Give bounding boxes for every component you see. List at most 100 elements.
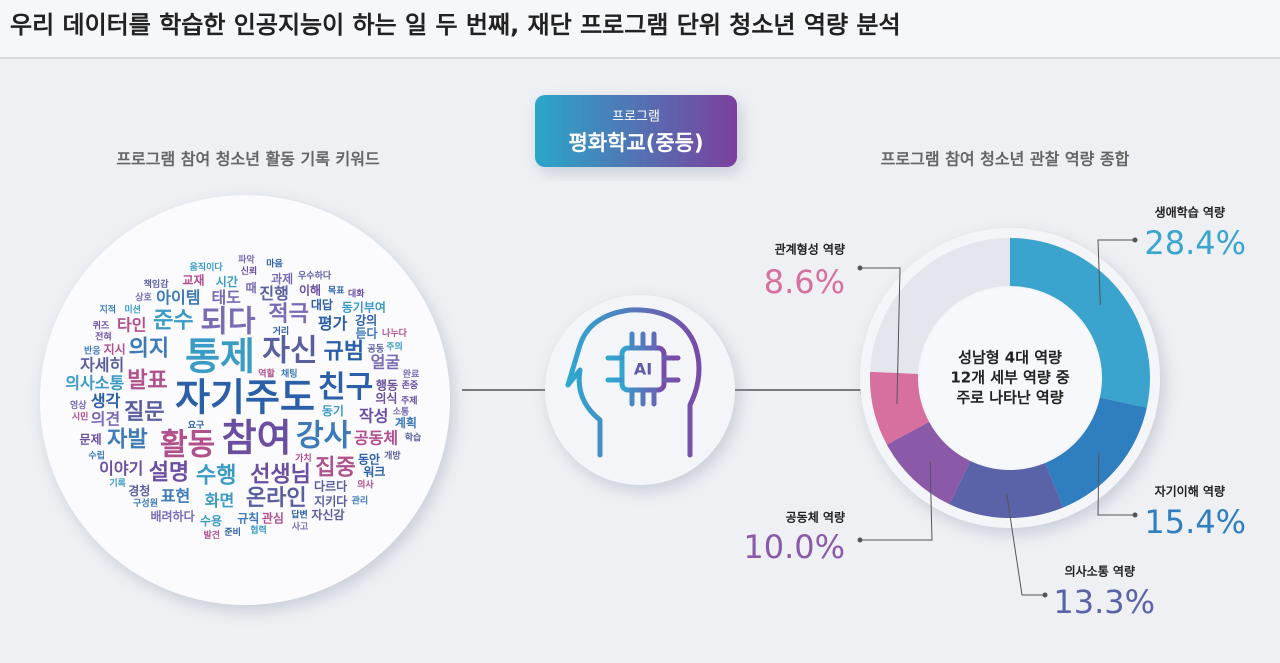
keyword: 기록 [109,477,126,489]
keyword: 지적 [100,303,117,315]
keyword: 수립 [88,449,105,461]
leader-dot [1042,592,1048,598]
center-text: 12개 세부 역량 중 [950,369,1070,387]
keyword: 되다 [200,304,256,339]
keyword: 의사 [357,478,374,490]
keyword: 나누다 [382,327,408,339]
keyword: 의견 [91,409,120,428]
keyword: 소통 [393,406,410,417]
cloud-circle [40,195,450,605]
keyword: 전혀 [95,330,112,342]
keyword: 경청 [128,483,150,498]
keyword: 얼굴 [371,353,401,372]
keyword: 존중 [402,380,419,391]
keyword: 워크 [363,465,385,479]
keyword: 생각 [91,392,121,411]
keyword: 의지 [129,336,169,361]
keyword: 대화 [348,288,365,300]
leader-dot [857,537,863,543]
keyword: 평가 [318,314,348,333]
cloud-title: 프로그램 참여 청소년 활동 기록 키워드 [116,150,380,169]
category-label: 의사소통 역량 [1065,564,1135,579]
keyword: 퀴즈 [93,319,110,331]
keyword: 작성 [359,406,388,425]
keyword: 지키다 [314,494,347,509]
keyword: 참여 [222,416,292,460]
donut-segment [886,421,971,505]
value-label: 13.3% [1053,583,1155,621]
keyword: 주의 [386,340,403,352]
keyword: 발표 [127,369,167,394]
keyword: 구성원 [133,497,158,509]
keyword: 거리 [273,325,290,337]
keyword: 적극 [268,302,308,327]
keyword: 수용 [200,513,222,528]
leader-line [860,462,933,541]
keyword: 집중 [315,455,355,480]
keyword: 채팅 [281,368,298,380]
keyword: 계획 [395,415,417,430]
ai-head-icon [565,307,702,458]
keyword: 교재 [182,273,204,287]
keyword: 통제 [185,334,255,378]
keyword: 수행 [196,463,236,488]
center-text: 주로 나타난 역량 [956,389,1063,407]
keyword: 영상 [70,399,87,411]
keyword: 동기 [322,403,344,418]
keyword: 이해 [299,283,321,298]
keyword: 온라인 [246,486,307,511]
keyword: 우수하다 [298,270,332,282]
keyword: 배려하다 [150,508,194,523]
center-text: 성남형 4대 역량 [958,349,1062,367]
keyword: 규칙 [237,510,259,525]
keyword: 시민 [72,411,89,423]
donut-segment [869,371,930,445]
leader-line [860,267,901,405]
donut-segment [1010,238,1150,408]
keyword: 강사 [296,418,352,453]
leader-line [1097,452,1135,516]
keyword: 때 [246,281,257,295]
keyword: 이야기 [99,459,143,478]
keyword: 자세히 [80,355,124,374]
keyword: 태도 [211,288,241,307]
keyword: 역할 [258,367,275,379]
keyword: 미션 [124,303,141,315]
keyword: 협력 [250,524,267,536]
keyword: 상호 [135,291,152,303]
donut-segment [949,460,1064,518]
keyword: 주제 [401,394,418,406]
keyword: 자신 [262,334,317,369]
keyword: 활동 [160,428,215,463]
category-label: 자기이해 역량 [1155,484,1225,499]
keyword: 의식 [375,391,397,406]
icon-label: AI [634,360,652,379]
keyword: 행동 [376,378,398,393]
leader-line [1006,493,1045,596]
category-label: 공동체 역량 [786,510,845,525]
keyword: 반응 [84,345,101,357]
keyword: 마음 [266,257,283,269]
keyword: 공동체 [354,428,398,447]
keyword: 친구 [318,370,373,405]
keyword: 발견 [204,529,221,541]
keyword: 사고 [292,520,309,532]
donut-segment [1044,397,1147,508]
category-label: 관계형성 역량 [775,242,845,257]
keyword: 신뢰 [241,265,258,277]
keyword: 움직이다 [190,261,224,273]
keyword: 준수 [153,309,193,334]
leader-line [1097,239,1135,306]
keyword: 개방 [384,450,401,462]
keyword: 관리 [352,495,369,507]
keyword: 자기주도 [175,376,315,420]
page-title: 우리 데이터를 학습한 인공지능이 하는 일 두 번째, 재단 프로그램 단위 … [10,11,901,39]
leader-dot [1132,512,1138,518]
keyword: 다르다 [314,479,347,494]
keyword: 의사소통 [65,373,124,392]
category-label: 생애학습 역량 [1155,205,1225,220]
keyword: 자발 [107,427,147,452]
header-band [0,0,1280,58]
